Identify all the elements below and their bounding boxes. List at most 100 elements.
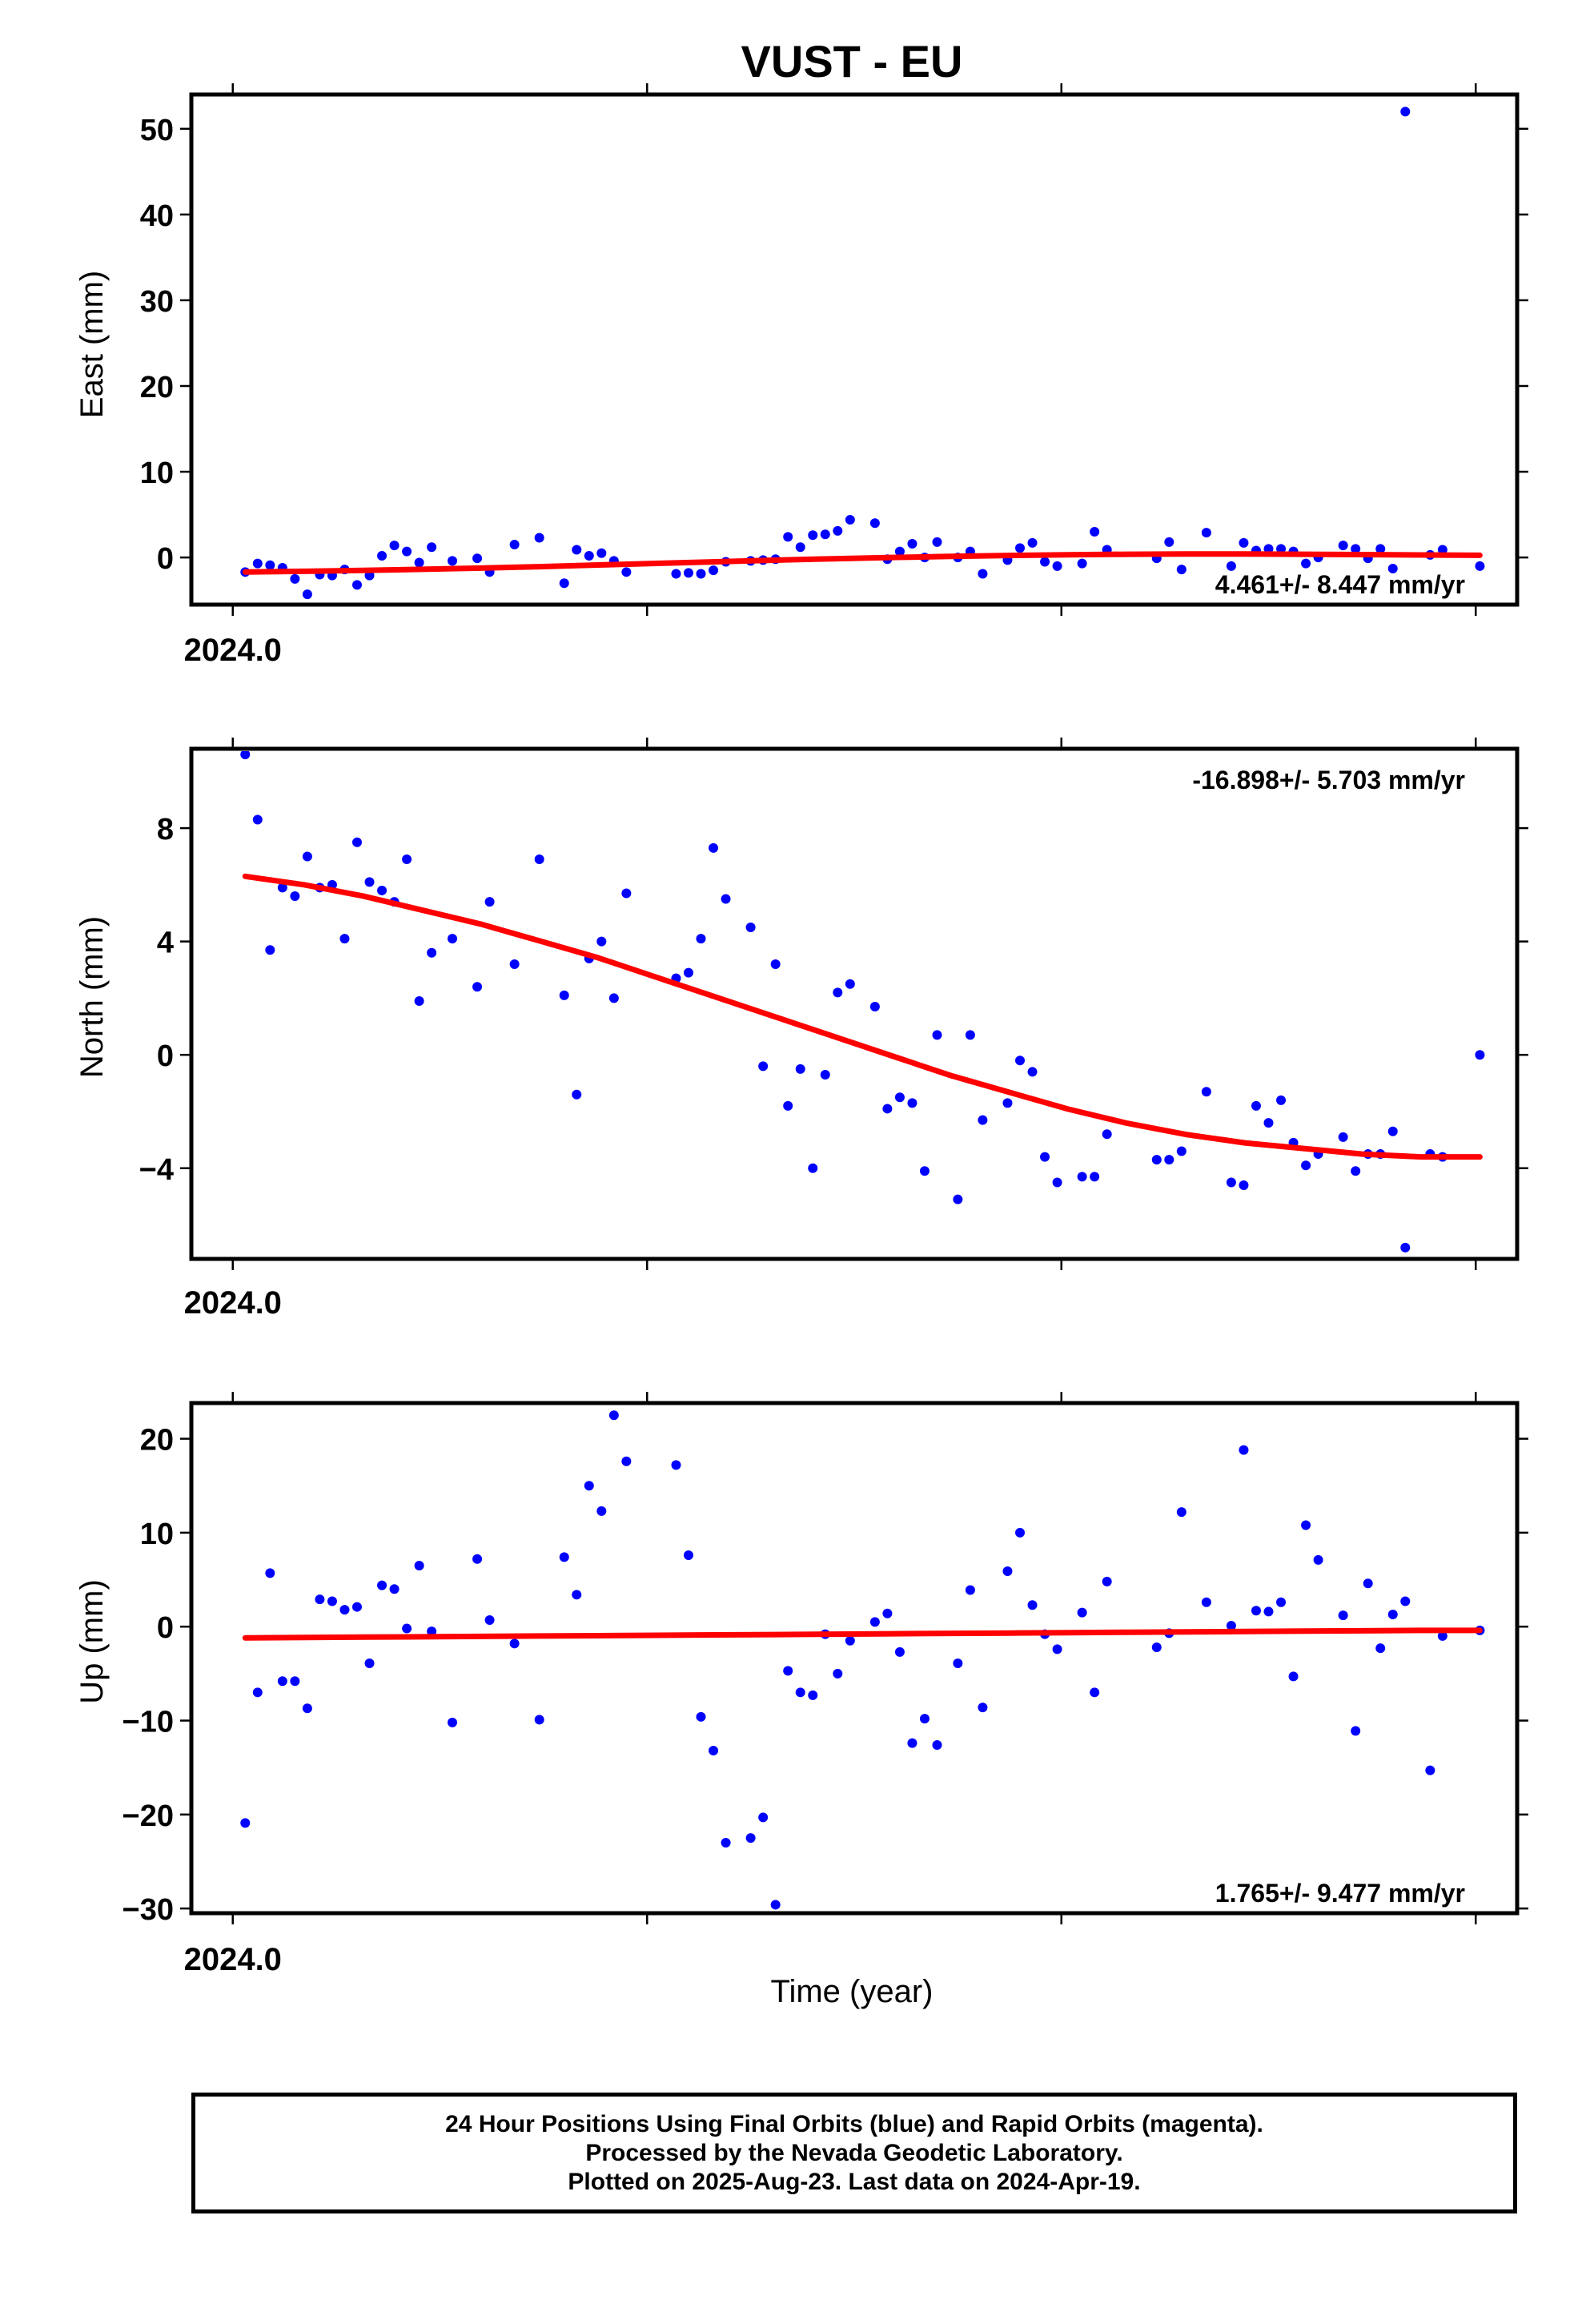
data-point [621,1456,632,1466]
data-point [621,567,632,577]
y-tick-label: 8 [157,813,174,846]
data-point [572,1590,582,1600]
data-point [882,1608,893,1618]
data-point [1226,1177,1236,1188]
data-point [448,1717,458,1727]
data-point [1387,564,1398,574]
data-point [377,550,387,561]
figure-title: VUST - EU [741,36,963,86]
data-point [534,1715,544,1725]
data-point [1351,1166,1361,1176]
data-point [240,751,251,760]
data-point [1015,543,1025,553]
data-point [696,934,706,944]
trend-line [242,1627,1483,1641]
data-point [1263,1606,1274,1617]
data-point [820,1069,830,1080]
data-point [1263,1118,1274,1128]
trend-line [242,551,1483,575]
footer-line-2: Processed by the Nevada Geodetic Laborat… [585,2139,1123,2166]
data-point [252,558,263,569]
data-point [352,580,362,590]
data-layer [240,1410,1485,1910]
data-point [1375,1643,1386,1654]
data-point [907,1098,917,1108]
data-point [327,1596,337,1606]
data-point [1226,561,1236,571]
data-point [869,1617,880,1627]
data-point [1052,1644,1062,1655]
data-point [472,553,483,564]
data-point [559,578,569,589]
data-point [1288,1671,1299,1682]
data-point [671,569,681,579]
data-point [315,1594,325,1605]
data-point [1077,1172,1087,1182]
y-axis-label: East (mm) [74,271,110,418]
data-point [684,568,693,578]
data-point [252,814,263,825]
panel-1: 2024.0 0 10 20 30 40 50 East (mm) 4.461+/- 8.447… [74,83,1528,668]
data-point [377,885,387,895]
data-point [882,1104,893,1114]
data-point [402,546,412,557]
rate-annotation: 1.765+/- 9.477 mm/yr [1215,1879,1465,1908]
data-point [1437,545,1447,555]
data-point [758,1061,769,1072]
y-tick-label: 10 [140,1518,174,1551]
data-point [584,550,594,561]
data-point [833,525,843,536]
y-tick-label: 10 [140,456,174,490]
data-point [907,538,917,549]
data-point [684,967,693,978]
data-point [1151,1155,1162,1165]
data-point [1002,1098,1013,1108]
data-point [509,959,520,969]
data-point [277,883,287,893]
data-point [808,1690,818,1700]
data-point [894,1092,905,1103]
data-point [1338,1132,1348,1142]
data-point [783,1666,793,1676]
data-layer [240,107,1485,600]
data-point [240,1818,251,1828]
data-point [414,1560,424,1570]
y-tick-label: 0 [157,1611,174,1645]
data-point [1301,1520,1311,1530]
data-point [1151,1642,1162,1653]
data-point [1475,561,1485,571]
data-point [608,993,619,1003]
data-point [364,1658,375,1668]
data-point [559,1552,569,1562]
data-point [1027,537,1038,548]
panel-3: 2024.0 −30 −20 −10 0 10 20 Up (mm) 1.765+/- 9.47… [74,1392,1528,1977]
data-point [1437,1630,1447,1641]
data-point [919,1166,930,1176]
data-point [1164,537,1174,547]
y-tick-label: 20 [140,371,174,404]
data-point [1090,1687,1100,1698]
y-tick-label: 50 [140,114,174,147]
data-point [1015,1055,1025,1066]
data-point [1239,537,1249,548]
data-point [352,837,362,847]
data-point [1400,1242,1411,1252]
data-point [1176,1146,1186,1156]
data-point [402,1623,412,1634]
data-point [1239,1180,1249,1190]
y-tick-label: −10 [122,1706,174,1739]
data-point [758,1812,769,1823]
data-point [427,1626,437,1637]
data-point [1338,1610,1348,1621]
data-point [1015,1527,1025,1538]
data-point [978,1115,988,1125]
data-point [1387,1126,1398,1136]
data-point [1387,1609,1398,1619]
x-tick-label: 2024.0 [184,1942,282,1977]
data-point [696,569,706,579]
data-point [869,1002,880,1012]
data-point [1475,1050,1485,1060]
data-point [1375,544,1386,554]
data-point [1040,557,1050,567]
